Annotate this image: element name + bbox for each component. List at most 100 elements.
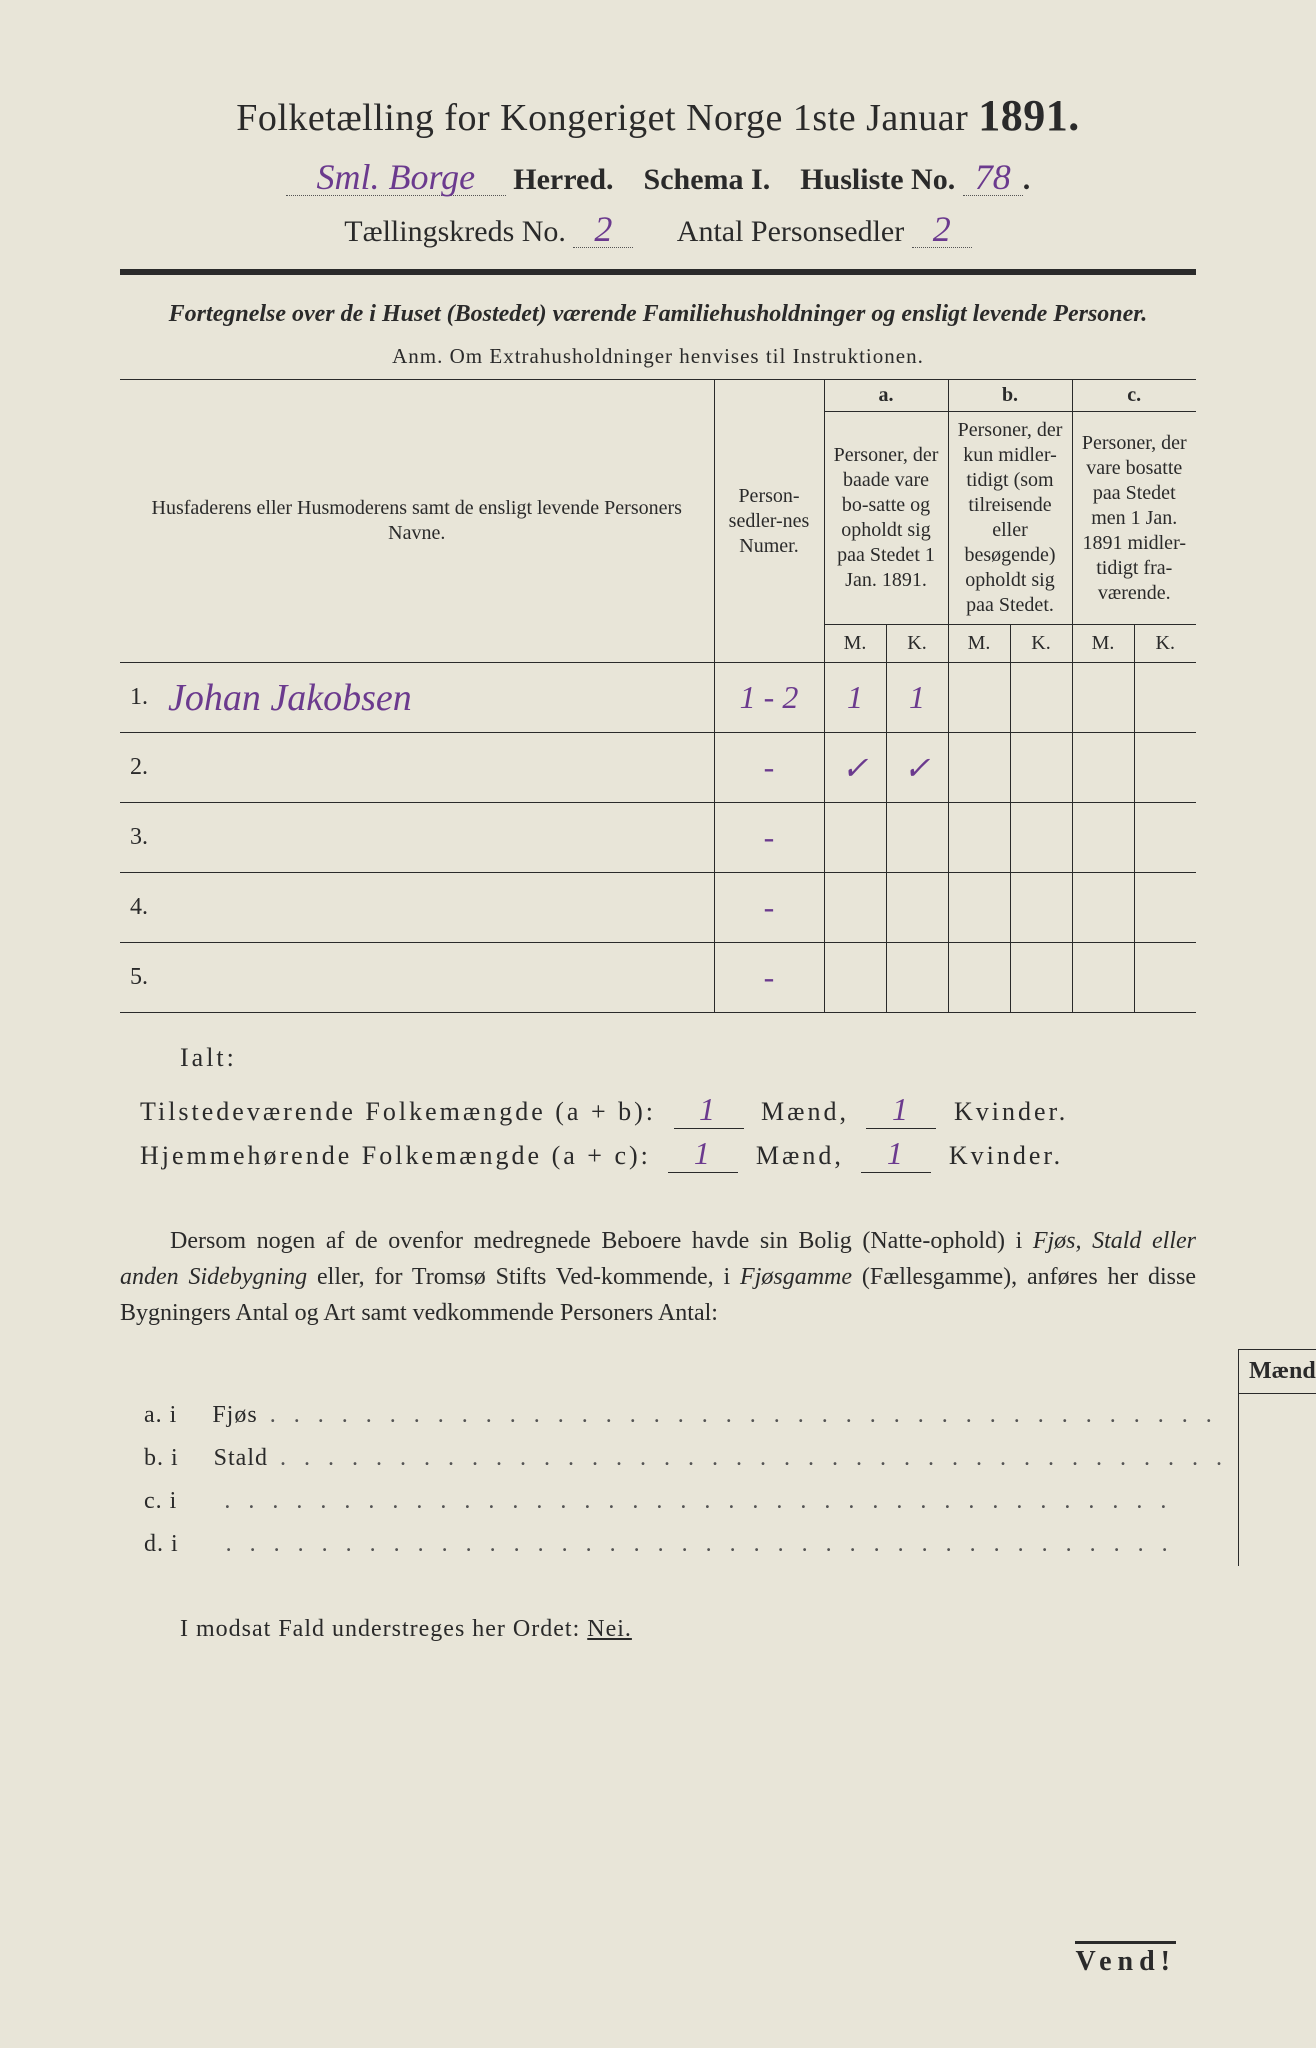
group-a-label: a. bbox=[824, 380, 948, 412]
col-a-k: K. bbox=[886, 625, 948, 663]
cell-b-m bbox=[948, 663, 1010, 733]
outbuild-label: a. i Fjøs . . . . . . . . . . . . . . . … bbox=[120, 1394, 1239, 1437]
name-cell bbox=[162, 873, 714, 943]
row-number: 2. bbox=[120, 733, 162, 803]
cell-c-k bbox=[1134, 803, 1196, 873]
maend-label-2: Mænd, bbox=[756, 1141, 844, 1170]
col-a-m: M. bbox=[824, 625, 886, 663]
cell-a-m bbox=[824, 873, 886, 943]
page-title: Folketælling for Kongeriget Norge 1ste J… bbox=[120, 90, 1196, 141]
antal-no: 2 bbox=[912, 211, 972, 248]
header-line-2: Sml. Borge Herred. Schema I. Husliste No… bbox=[120, 159, 1196, 197]
cell-a-k bbox=[886, 803, 948, 873]
col-c-m: M. bbox=[1072, 625, 1134, 663]
outbuild-label: b. i Stald . . . . . . . . . . . . . . .… bbox=[120, 1437, 1239, 1480]
subtitle: Fortegnelse over de i Huset (Bostedet) v… bbox=[120, 299, 1196, 330]
row-number: 5. bbox=[120, 943, 162, 1013]
cell-c-k bbox=[1134, 663, 1196, 733]
cell-a-k bbox=[886, 943, 948, 1013]
outbuilding-table: Mænd. Kvinder. a. i Fjøs . . . . . . . .… bbox=[120, 1349, 1316, 1566]
name-cell bbox=[162, 803, 714, 873]
outbuild-m bbox=[1239, 1437, 1316, 1480]
cell-a-m bbox=[824, 803, 886, 873]
col-b-k: K. bbox=[1010, 625, 1072, 663]
person-numer: 1 - 2 bbox=[714, 663, 824, 733]
outbuild-row: b. i Stald . . . . . . . . . . . . . . .… bbox=[120, 1437, 1316, 1480]
nei-word: Nei. bbox=[587, 1616, 632, 1642]
herred-label: Herred. bbox=[513, 163, 613, 196]
group-c-label: c. bbox=[1072, 380, 1196, 412]
modsat-line: I modsat Fald understreges her Ordet: Ne… bbox=[120, 1616, 1196, 1643]
vend-label: Vend! bbox=[1075, 1941, 1176, 1978]
person-numer: - bbox=[714, 873, 824, 943]
group-b-label: b. bbox=[948, 380, 1072, 412]
totals1-m: 1 bbox=[699, 1091, 718, 1127]
cell-b-k bbox=[1010, 943, 1072, 1013]
name-cell: Johan Jakobsen bbox=[162, 663, 714, 733]
cell-b-k bbox=[1010, 733, 1072, 803]
cell-c-m bbox=[1072, 733, 1134, 803]
person-numer: - bbox=[714, 803, 824, 873]
totals2-k: 1 bbox=[887, 1135, 906, 1171]
col-b-m: M. bbox=[948, 625, 1010, 663]
person-numer: - bbox=[714, 943, 824, 1013]
table-row: 2.-✓✓ bbox=[120, 733, 1196, 803]
name-cell bbox=[162, 943, 714, 1013]
anm-note: Anm. Om Extrahusholdninger henvises til … bbox=[120, 344, 1196, 369]
col-c-k: K. bbox=[1134, 625, 1196, 663]
cell-b-m bbox=[948, 943, 1010, 1013]
ialt-label: Ialt: bbox=[180, 1043, 1196, 1073]
cell-a-k bbox=[886, 873, 948, 943]
table-row: 4. - bbox=[120, 873, 1196, 943]
cell-a-m: 1 bbox=[824, 663, 886, 733]
outbuilding-paragraph: Dersom nogen af de ovenfor medregnede Be… bbox=[120, 1223, 1196, 1331]
cell-b-m bbox=[948, 733, 1010, 803]
totals2-m: 1 bbox=[694, 1135, 713, 1171]
outbuild-label: d. i . . . . . . . . . . . . . . . . . .… bbox=[120, 1523, 1239, 1566]
cell-a-m: ✓ bbox=[824, 733, 886, 803]
title-main: Folketælling for Kongeriget Norge 1ste J… bbox=[236, 97, 968, 139]
kreds-label: Tællingskreds No. bbox=[344, 215, 566, 248]
totals-line-2: Hjemmehørende Folkemængde (a + c): 1 Mæn… bbox=[140, 1135, 1196, 1173]
cell-c-k bbox=[1134, 733, 1196, 803]
outbuild-row: c. i . . . . . . . . . . . . . . . . . .… bbox=[120, 1480, 1316, 1523]
table-row: 1.Johan Jakobsen1 - 211 bbox=[120, 663, 1196, 733]
household-table: Husfaderens eller Husmoderens samt de en… bbox=[120, 379, 1196, 1013]
totals1-label: Tilstedeværende Folkemængde (a + b): bbox=[140, 1097, 656, 1126]
cell-c-k bbox=[1134, 873, 1196, 943]
title-year: 1891. bbox=[978, 91, 1080, 140]
person-numer: - bbox=[714, 733, 824, 803]
cell-b-k bbox=[1010, 803, 1072, 873]
cell-b-m bbox=[948, 873, 1010, 943]
husliste-label: Husliste No. bbox=[800, 163, 955, 196]
kvinder-label: Kvinder. bbox=[954, 1097, 1068, 1126]
outbuild-row: d. i . . . . . . . . . . . . . . . . . .… bbox=[120, 1523, 1316, 1566]
cell-a-k: 1 bbox=[886, 663, 948, 733]
group-b-desc: Personer, der kun midler-tidigt (som til… bbox=[948, 412, 1072, 625]
row-number: 1. bbox=[120, 663, 162, 733]
cell-c-m bbox=[1072, 873, 1134, 943]
cell-c-m bbox=[1072, 803, 1134, 873]
name-cell bbox=[162, 733, 714, 803]
outbuild-row: a. i Fjøs . . . . . . . . . . . . . . . … bbox=[120, 1394, 1316, 1437]
herred-handwritten: Sml. Borge bbox=[286, 159, 506, 196]
totals-line-1: Tilstedeværende Folkemængde (a + b): 1 M… bbox=[140, 1091, 1196, 1129]
cell-c-m bbox=[1072, 663, 1134, 733]
outbuild-m bbox=[1239, 1523, 1316, 1566]
cell-b-m bbox=[948, 803, 1010, 873]
col-names: Husfaderens eller Husmoderens samt de en… bbox=[120, 380, 714, 663]
totals2-label: Hjemmehørende Folkemængde (a + c): bbox=[140, 1141, 651, 1170]
cell-b-k bbox=[1010, 663, 1072, 733]
kvinder-label-2: Kvinder. bbox=[949, 1141, 1063, 1170]
group-c-desc: Personer, der vare bosatte paa Stedet me… bbox=[1072, 412, 1196, 625]
group-a-desc: Personer, der baade vare bo-satte og oph… bbox=[824, 412, 948, 625]
row-number: 4. bbox=[120, 873, 162, 943]
cell-a-m bbox=[824, 943, 886, 1013]
row-number: 3. bbox=[120, 803, 162, 873]
cell-b-k bbox=[1010, 873, 1072, 943]
header-line-3: Tællingskreds No. 2 Antal Personsedler 2 bbox=[120, 211, 1196, 249]
cell-c-k bbox=[1134, 943, 1196, 1013]
table-row: 3. - bbox=[120, 803, 1196, 873]
out-maend: Mænd. bbox=[1239, 1350, 1316, 1394]
totals1-k: 1 bbox=[892, 1091, 911, 1127]
